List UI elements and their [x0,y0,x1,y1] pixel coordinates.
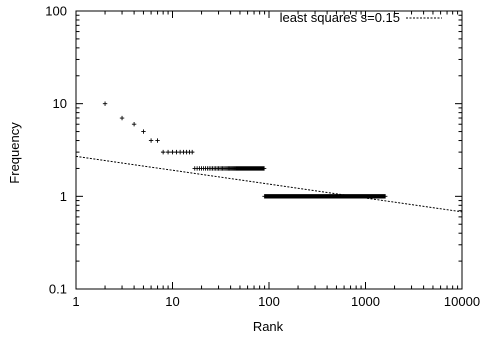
data-point-group [102,101,108,106]
data-point-group [192,166,267,171]
plot-frame [75,10,463,290]
legend-label-least-squares: least squares s=0.15 [280,10,400,25]
x-axis-label: Rank [253,319,284,334]
x-tick-label: 100 [258,294,280,309]
data-point-group [119,115,125,121]
y-axis-label: Frequency [7,122,22,184]
data-point-group [148,138,160,143]
y-tick-label: 1 [60,189,67,204]
data-point-group [262,194,388,199]
x-tick-label: 1000 [351,294,380,309]
x-tick-label: 10 [165,294,179,309]
data-point-group [141,129,146,134]
x-tick-label: 1 [72,294,79,309]
y-tick-label: 100 [45,4,67,19]
least-squares-fit-line [75,155,463,213]
y-tick-label: 0.1 [49,282,67,297]
data-point-group [131,122,137,127]
data-point-group [160,149,195,155]
y-tick-label: 10 [53,96,67,111]
x-tick-label: 10000 [444,294,480,309]
